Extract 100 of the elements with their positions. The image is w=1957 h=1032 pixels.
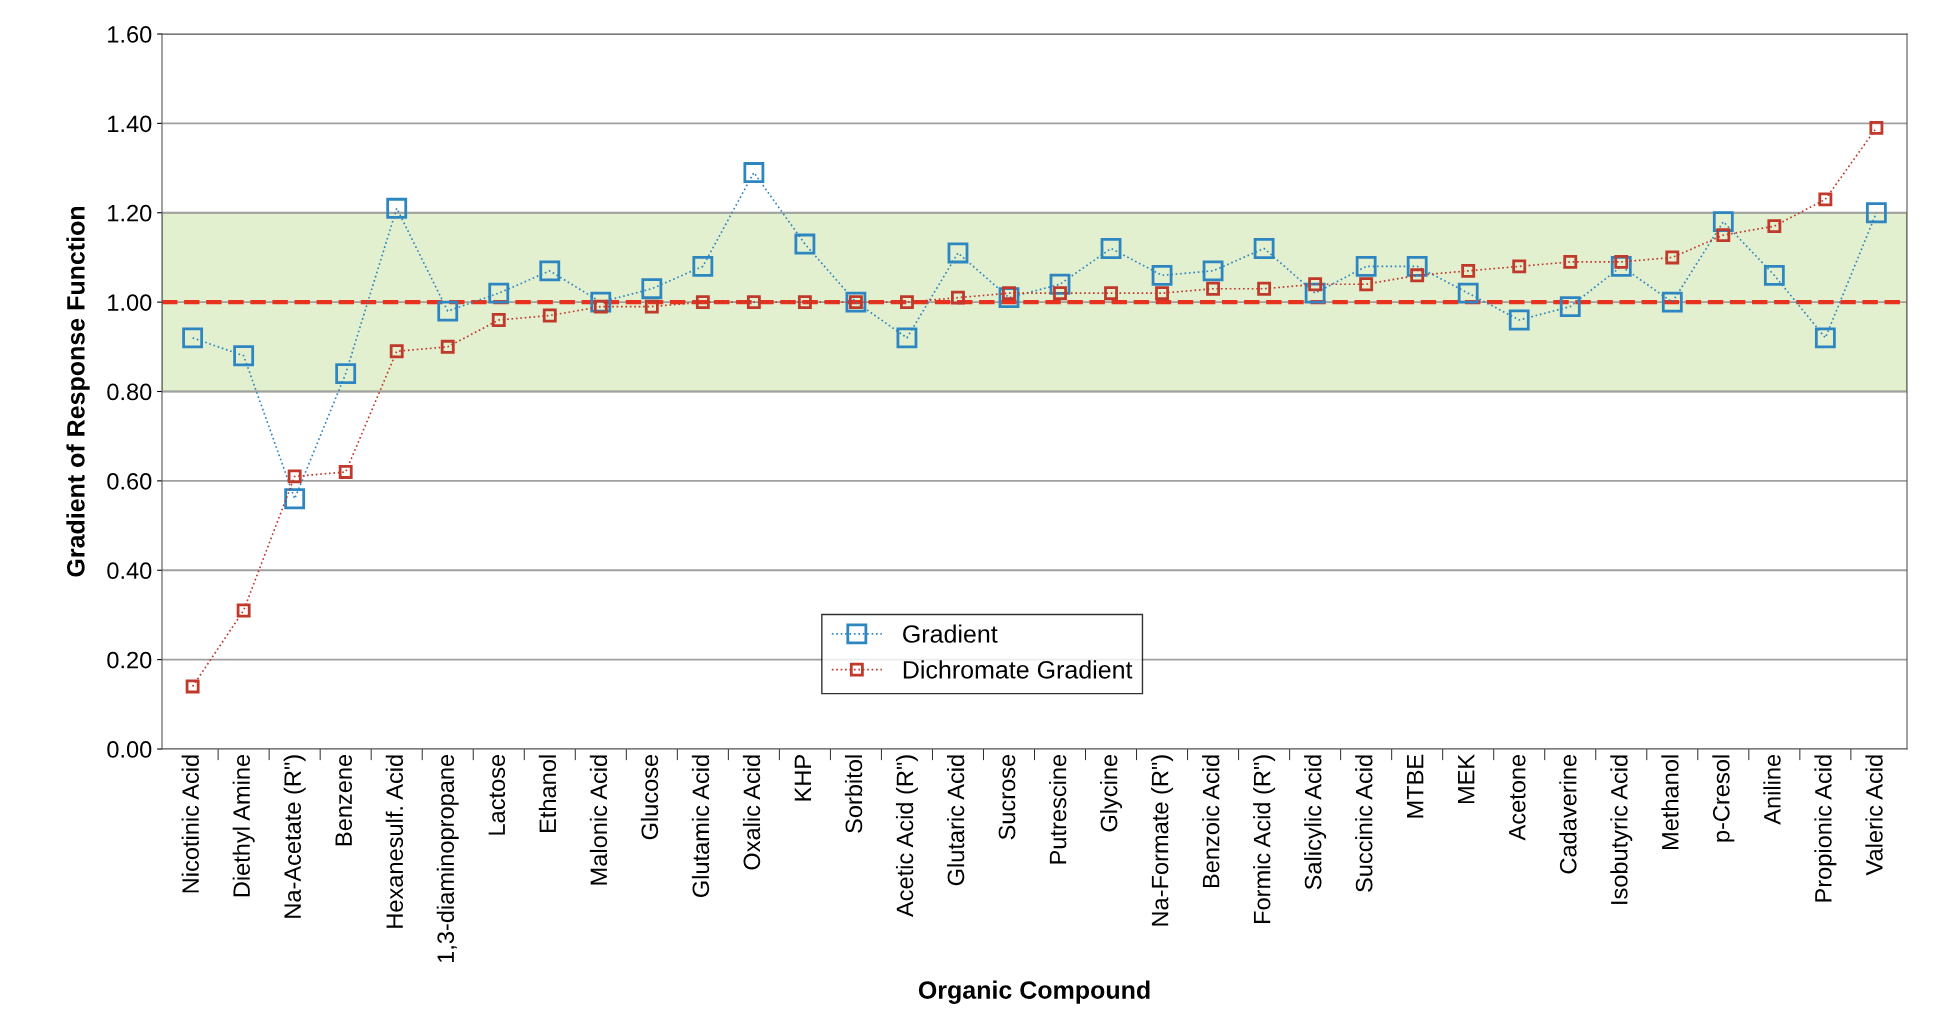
point — [746, 295, 761, 310]
y-tick-label: 1.60 — [108, 26, 152, 43]
point — [896, 327, 918, 349]
point — [440, 339, 455, 354]
point — [1457, 282, 1479, 304]
point — [1308, 277, 1323, 292]
y-tick-label: 1.00 — [108, 294, 152, 311]
point — [1716, 228, 1731, 243]
point — [1151, 264, 1173, 286]
x-tick-label: Methanol — [1661, 755, 1679, 850]
point — [284, 488, 306, 510]
x-tick-label: Aniline — [1763, 754, 1781, 825]
point — [488, 282, 510, 304]
point — [236, 603, 251, 618]
x-tick-label: MTBE — [1407, 754, 1424, 818]
x-tick-label: Benzoic Acid — [1202, 755, 1220, 888]
point — [900, 295, 914, 310]
point — [1257, 281, 1272, 296]
x-tick-label: p-Cresol — [1712, 755, 1735, 842]
point — [389, 344, 404, 359]
point — [1100, 238, 1122, 259]
point — [1767, 219, 1782, 234]
point — [794, 233, 816, 255]
y-tick-label: 0.80 — [107, 383, 152, 401]
point — [1559, 296, 1581, 318]
point — [641, 278, 663, 300]
x-tick-label: Malonic Acid — [589, 755, 608, 885]
x-tick-label: Succinic Acid — [1355, 755, 1373, 892]
point — [1665, 250, 1680, 265]
x-tick-label: Diethyl Amine — [232, 754, 255, 897]
point — [1053, 286, 1067, 301]
x-tick-label: Glutaric Acid — [946, 755, 965, 886]
x-tick-label: Propionic Acid — [1814, 755, 1837, 902]
point — [182, 327, 204, 349]
x-tick-label: Na-Acetate (R") — [283, 755, 306, 918]
x-tick-label: 1,3-diaminopropane — [436, 754, 459, 963]
x-tick-label: KHP — [794, 755, 811, 801]
point — [539, 260, 561, 282]
point — [692, 255, 714, 277]
y-tick-label: 1.20 — [108, 204, 152, 222]
point — [1508, 309, 1530, 331]
point — [287, 469, 302, 484]
point — [1661, 291, 1683, 313]
x-tick-label: Acetone — [1509, 754, 1526, 841]
x-tick-label: Nicotinic Acid — [181, 755, 199, 893]
y-tick-label: 0.40 — [107, 562, 152, 580]
y-tick-label: 0.60 — [107, 472, 152, 490]
x-tick-label: Putrescine — [1049, 754, 1067, 864]
x-tick-label: Benzene — [335, 754, 353, 846]
point — [1355, 255, 1377, 277]
x-tick-label: Glycine — [1100, 754, 1123, 832]
point — [491, 313, 506, 327]
point — [335, 363, 357, 385]
x-tick-label: Salicylic Acid — [1304, 755, 1327, 890]
point — [437, 300, 459, 322]
point — [695, 295, 710, 310]
y-tick-label: 0.00 — [107, 741, 152, 758]
point — [1410, 268, 1425, 283]
point — [743, 162, 765, 183]
x-tick-label: Ethanol — [538, 755, 557, 832]
point — [951, 290, 965, 305]
point — [1869, 120, 1884, 135]
point — [1104, 286, 1118, 301]
point — [542, 308, 557, 323]
x-tick-label: Hexanesulf. Acid — [385, 755, 404, 928]
point — [1253, 238, 1275, 259]
point — [386, 197, 408, 219]
point — [338, 464, 353, 479]
legend-label: Dichromate Gradient — [903, 660, 1133, 679]
point — [1563, 254, 1578, 269]
point — [1814, 327, 1836, 349]
y-tick-label: 1.40 — [108, 115, 152, 133]
point — [1202, 260, 1224, 282]
x-tick-label: MEK — [1458, 754, 1475, 804]
x-tick-label: Lactose — [488, 754, 506, 835]
x-tick-label: Sorbitol — [844, 755, 863, 833]
x-tick-label: Isobutyric Acid — [1610, 755, 1633, 904]
point — [1359, 277, 1374, 292]
x-tick-label: Na-Formate (R") — [1151, 755, 1174, 926]
point — [185, 679, 200, 694]
x-tick-label: Acetic Acid (R") — [895, 755, 918, 918]
point — [1461, 263, 1476, 278]
point — [1206, 281, 1221, 296]
point — [233, 345, 255, 367]
x-tick-label: Glucose — [640, 754, 659, 840]
x-tick-label: Cadaverine — [1559, 754, 1577, 874]
x-axis-title: Organic Compound — [918, 980, 1150, 1004]
x-tick-label: Formic Acid (R") — [1253, 755, 1276, 923]
point — [797, 295, 812, 310]
legend-label: Gradient — [903, 624, 998, 643]
y-tick-label: 0.20 — [107, 651, 152, 669]
point — [1512, 259, 1527, 274]
x-tick-label: Glutamic Acid — [691, 755, 710, 898]
x-tick-label: Oxalic Acid — [742, 755, 761, 870]
point — [1763, 264, 1785, 286]
point — [1818, 192, 1833, 207]
point — [1155, 286, 1169, 301]
point — [644, 299, 659, 314]
x-tick-label: Sucrose — [998, 754, 1016, 840]
point — [947, 242, 969, 264]
